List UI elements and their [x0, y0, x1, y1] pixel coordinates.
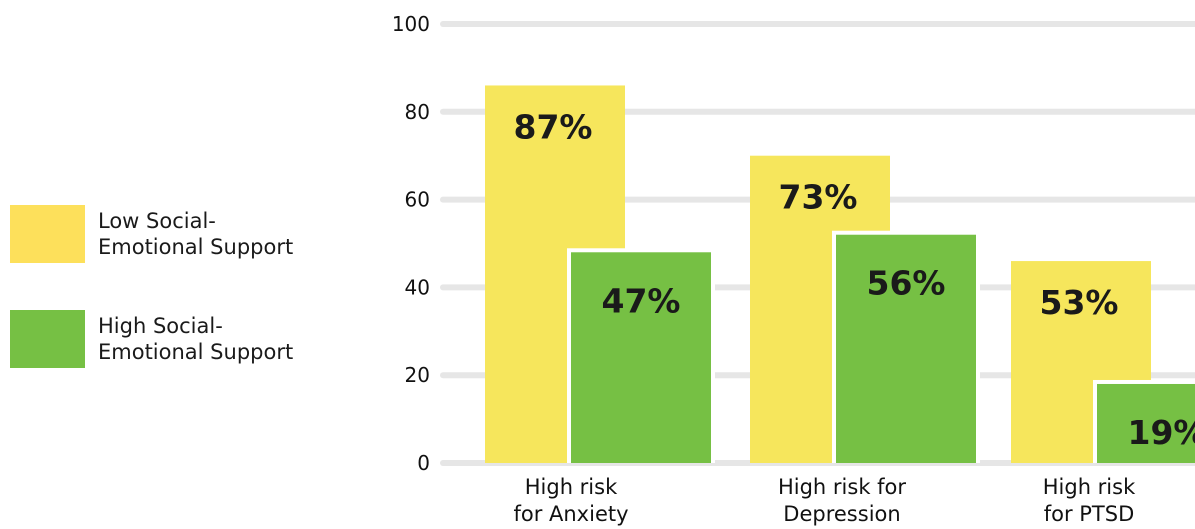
bars	[485, 85, 1195, 464]
legend-label-high-support: High Social- Emotional Support	[98, 314, 294, 364]
y-axis-ticks: 0 20 40 60 80 100	[392, 12, 430, 475]
y-tick-label-40: 40	[405, 275, 430, 299]
legend-swatch-low-support	[10, 205, 85, 263]
category-label-line: High risk	[525, 475, 618, 499]
bar-high-support-2	[1097, 383, 1195, 463]
category-label-2: High risk for PTSD	[1043, 475, 1136, 526]
bar-high-support-0	[571, 252, 711, 463]
data-label-high-support-2: 19%	[1128, 413, 1195, 452]
data-label-high-support-1: 56%	[867, 264, 946, 303]
y-tick-label-80: 80	[405, 100, 430, 124]
category-label-1: High risk for Depression	[778, 475, 906, 526]
category-label-0: High risk for Anxiety	[513, 475, 628, 526]
legend-item-low-support: Low Social- Emotional Support	[10, 205, 293, 263]
legend-label-low-support: Low Social- Emotional Support	[98, 209, 294, 259]
y-tick-label-60: 60	[405, 188, 430, 212]
category-label-line: for Anxiety	[513, 502, 628, 526]
category-labels: High risk for Anxiety High risk for Depress…	[513, 475, 1136, 526]
bar-high-support-1	[836, 234, 976, 463]
data-label-low-support-2: 53%	[1040, 283, 1119, 322]
category-label-line: for PTSD	[1044, 502, 1135, 526]
data-label-low-support-0: 87%	[514, 107, 593, 146]
category-label-line: High risk for	[778, 475, 906, 499]
legend-item-high-support: High Social- Emotional Support	[10, 310, 293, 368]
y-tick-label-20: 20	[405, 363, 430, 387]
category-label-line: High risk	[1043, 475, 1136, 499]
data-label-low-support-1: 73%	[779, 178, 858, 217]
data-label-high-support-0: 47%	[602, 281, 681, 320]
data-labels: 87% 47% 73% 56% 53% 19%	[514, 107, 1195, 452]
y-tick-label-100: 100	[392, 12, 430, 36]
y-tick-label-0: 0	[417, 451, 430, 475]
category-label-line: Depression	[783, 502, 900, 526]
legend-swatch-high-support	[10, 310, 85, 368]
